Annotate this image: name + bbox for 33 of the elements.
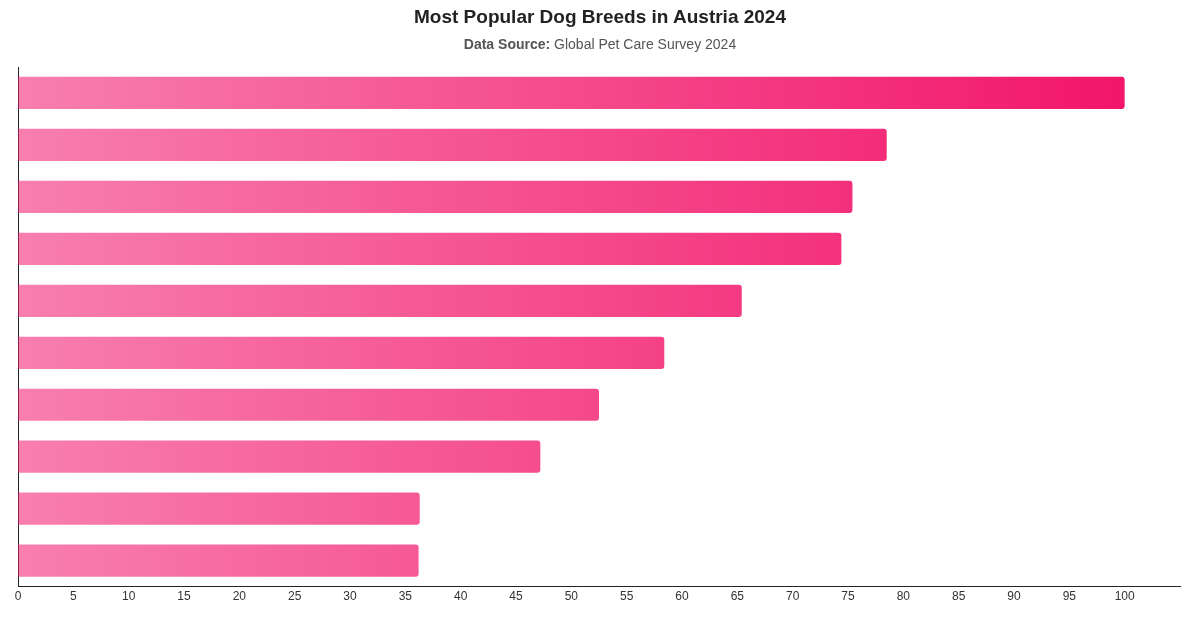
x-tick-label: 90 [1007,589,1021,604]
bar [18,180,853,214]
x-tick-label: 100 [1114,589,1135,604]
x-tick-label: 15 [177,589,191,604]
x-tick-label: 50 [564,589,579,604]
x-tick-label: 95 [1062,589,1077,604]
bar [18,284,742,317]
x-tick-label: 0 [14,589,22,604]
x-tick-label: 65 [730,589,745,604]
bar [18,336,665,369]
bar [18,388,599,421]
x-tick-label: 75 [841,589,855,604]
x-tick-label: 40 [453,589,468,604]
x-tick-label: 30 [343,589,357,604]
x-tick-label: 80 [896,589,911,604]
bar [18,76,1125,110]
x-tick-label: 25 [287,589,302,604]
x-tick-label: 20 [232,589,247,604]
bar [18,440,541,473]
x-tick-label: 70 [785,589,800,604]
x-tick-label: 55 [619,589,634,604]
x-tick-label: 35 [398,589,413,604]
bar [18,232,842,265]
bar [18,128,887,162]
x-tick-label: 10 [121,589,136,604]
chart-subtitle: Data Source: Global Pet Care Survey 2024 [462,36,738,52]
bar [18,492,420,525]
x-tick-label: 60 [675,589,689,604]
chart-title: Most Popular Dog Breeds in Austria 2024 [413,6,787,28]
x-tick-label: 85 [951,589,966,604]
bar [18,544,419,577]
x-tick-label: 45 [509,589,523,604]
x-tick-label: 5 [69,589,77,604]
